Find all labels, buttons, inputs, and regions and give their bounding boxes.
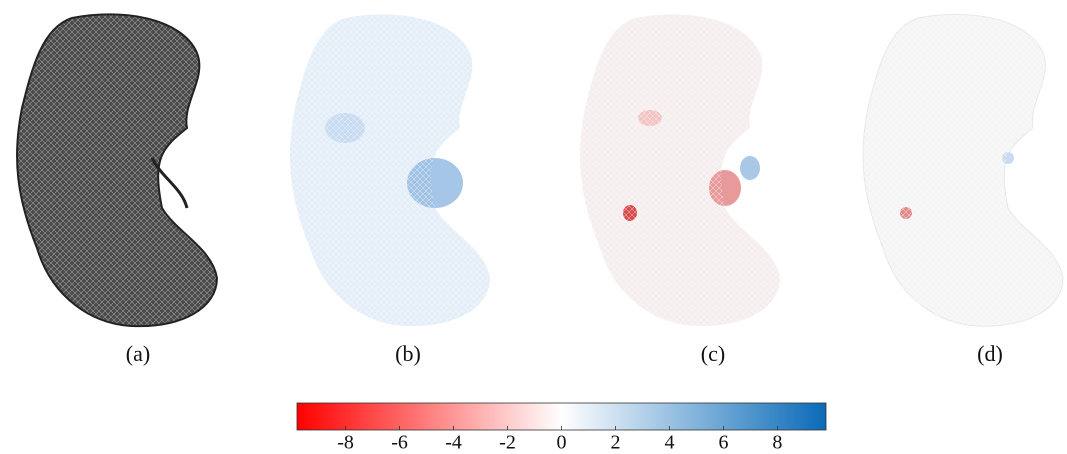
tick-label: -8 [337,432,354,454]
tick-label: -6 [391,432,408,454]
panel-label: (a) [126,341,150,366]
panel-d-mesh [863,14,1063,326]
panel-label: (d) [977,341,1003,366]
panel-b-mesh [290,14,490,326]
colorbar [297,403,826,430]
panel-a-mesh [17,14,217,326]
tick-label: 8 [772,432,782,454]
figure: (a) (b) (c) (d) -8 -6 -4 -2 0 2 4 6 8 [0,0,1067,454]
panel-label: (c) [701,341,725,366]
panel-label: (b) [395,341,421,366]
panel-c-mesh [580,14,780,326]
tick-label: 4 [664,432,674,454]
tick-label: -2 [499,432,516,454]
tick-label: 0 [557,432,567,454]
tick-label: 6 [718,432,728,454]
tick-label: 2 [610,432,620,454]
tick-label: -4 [445,432,462,454]
